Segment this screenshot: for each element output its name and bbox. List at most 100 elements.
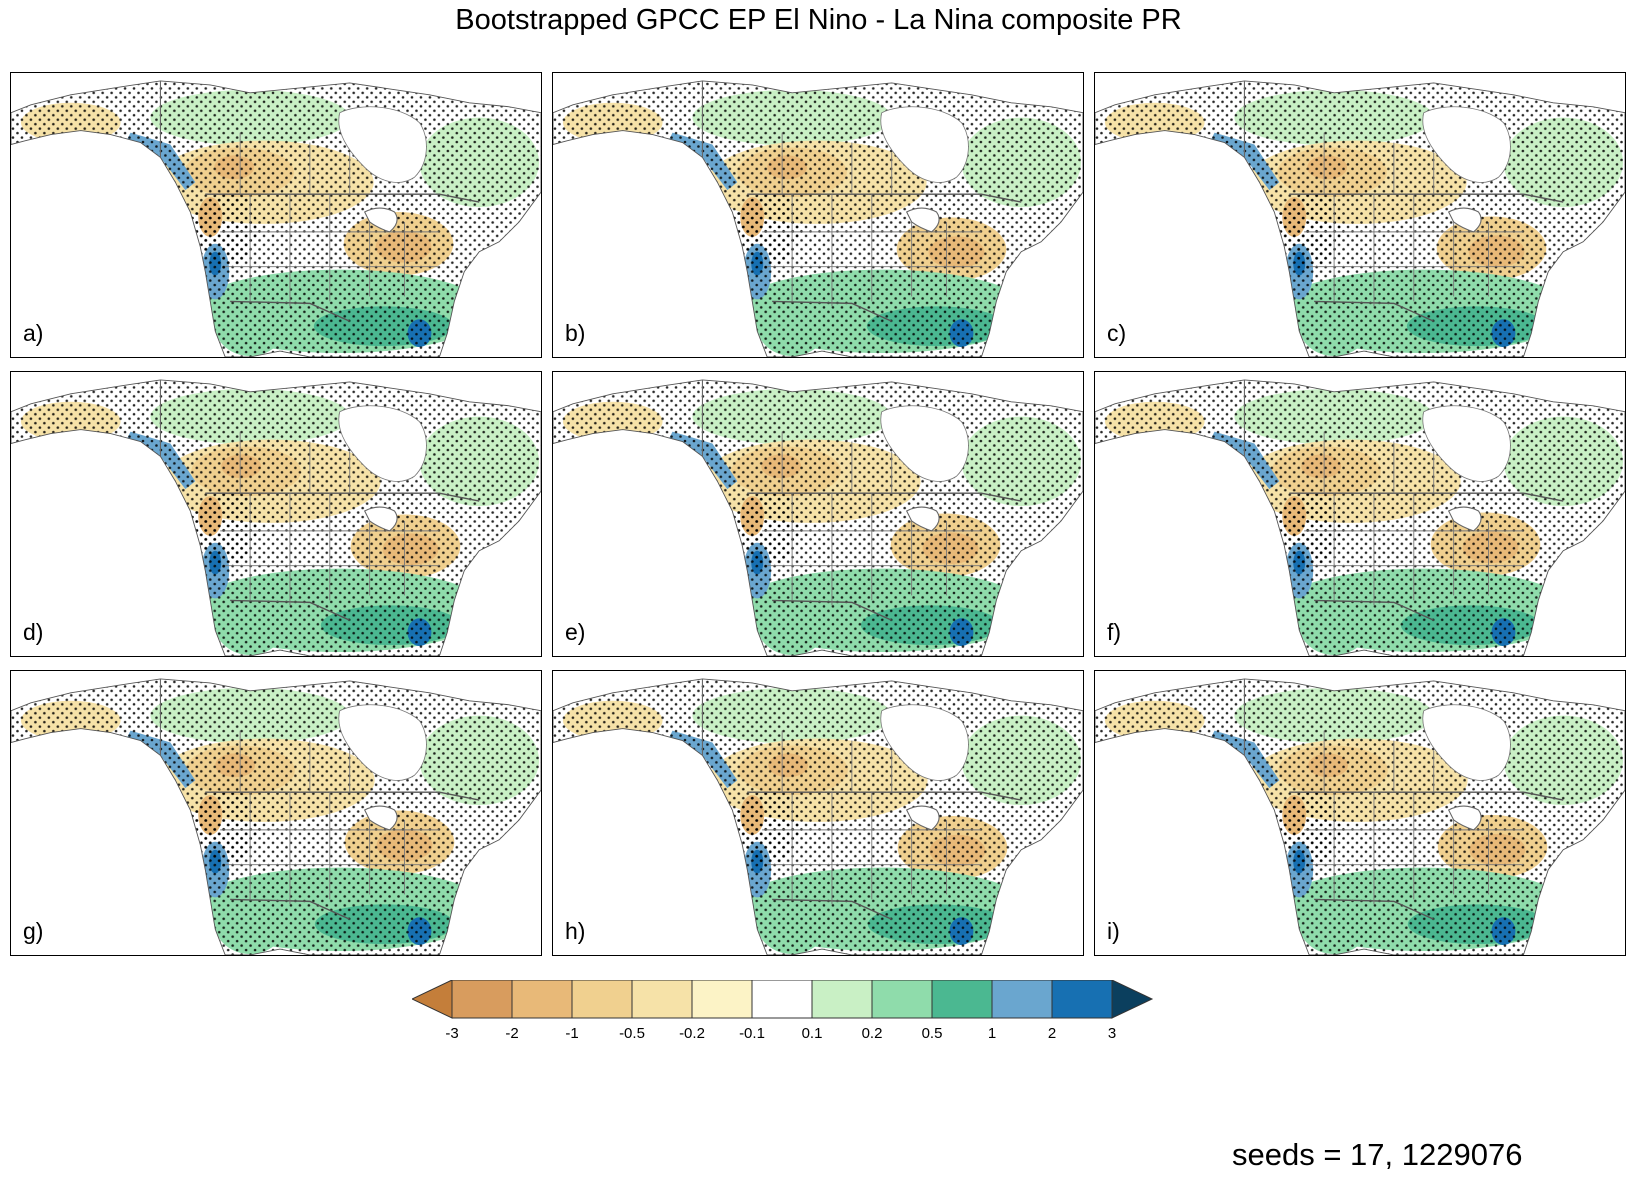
- state-boundaries: [762, 194, 982, 307]
- colorbar-tick-label: -0.1: [739, 1025, 765, 1042]
- state-boundaries: [220, 493, 440, 606]
- province-boundaries: [1323, 132, 1435, 195]
- colorbar-box: [511, 980, 573, 1019]
- map-panel: c): [1094, 72, 1626, 358]
- state-boundaries: [762, 792, 982, 905]
- significance-stipple: [1095, 379, 1625, 656]
- colorbar-box: [811, 980, 873, 1019]
- significance-stipple: [1095, 80, 1625, 357]
- precip-map: [11, 678, 541, 955]
- us-mexico-border: [1314, 300, 1435, 322]
- us-mexico-border: [230, 300, 351, 322]
- colorbar-tick-label: 1: [988, 1025, 996, 1042]
- coastline: [1095, 379, 1625, 656]
- us-canada-border: [205, 193, 480, 203]
- precip-map: [11, 80, 541, 357]
- colorbar-left-arrow: [412, 980, 453, 1019]
- hudson-bay: [1422, 405, 1511, 482]
- colorbar-box: [991, 980, 1053, 1019]
- colorbar-tick-label: -3: [445, 1025, 458, 1042]
- province-boundaries: [781, 730, 893, 793]
- hudson-bay: [338, 405, 427, 482]
- panel-label: b): [565, 320, 586, 346]
- precip-map: [553, 379, 1083, 656]
- colorbar-box: [751, 980, 813, 1019]
- panel-label: d): [23, 619, 44, 645]
- colorbar-box: [691, 980, 753, 1019]
- us-canada-border: [747, 791, 1022, 801]
- map-panel: f): [1094, 371, 1626, 657]
- great-lakes: [1447, 805, 1482, 831]
- us-canada-border: [1289, 193, 1564, 203]
- panel-label: g): [23, 918, 44, 944]
- panel-label: e): [565, 619, 586, 645]
- panel-label: c): [1107, 320, 1127, 346]
- colorbar-tick-label: -0.2: [679, 1025, 705, 1042]
- us-mexico-border: [772, 898, 893, 920]
- great-lakes: [905, 506, 940, 532]
- coastline: [553, 80, 1083, 357]
- us-canada-border: [747, 492, 1022, 502]
- hudson-bay: [880, 405, 969, 482]
- state-boundaries: [220, 194, 440, 307]
- colorbar-box: [931, 980, 993, 1019]
- colorbar-box: [451, 980, 513, 1019]
- hudson-bay: [1422, 704, 1511, 781]
- great-lakes: [905, 805, 940, 831]
- coastline: [553, 379, 1083, 656]
- hudson-bay: [880, 704, 969, 781]
- us-mexico-border: [230, 898, 351, 920]
- province-boundaries: [781, 431, 893, 494]
- colorbar-tick-label: 2: [1048, 1025, 1056, 1042]
- coastline: [1095, 678, 1625, 955]
- great-lakes: [363, 506, 398, 532]
- seeds-label: seeds = 17, 1229076: [1232, 1137, 1523, 1172]
- state-boundaries: [1304, 493, 1524, 606]
- colorbar-right-arrow: [1111, 980, 1154, 1019]
- panel-label: i): [1107, 918, 1120, 944]
- colorbar-box: [1051, 980, 1113, 1019]
- state-boundaries: [1304, 194, 1524, 307]
- significance-stipple: [11, 678, 541, 955]
- colorbar-tick-label: 0.1: [802, 1025, 823, 1042]
- hudson-bay: [1422, 106, 1511, 183]
- us-canada-border: [205, 492, 480, 502]
- us-canada-border: [205, 791, 480, 801]
- state-boundaries: [1304, 792, 1524, 905]
- coastline: [553, 678, 1083, 955]
- great-lakes: [1447, 506, 1482, 532]
- us-canada-border: [1289, 492, 1564, 502]
- province-boundaries: [781, 132, 893, 195]
- great-lakes: [1447, 207, 1482, 233]
- map-panel: d): [10, 371, 542, 657]
- panel-label: a): [23, 320, 44, 346]
- coastline: [11, 80, 541, 357]
- colorbar-tick-label: -0.5: [619, 1025, 645, 1042]
- us-canada-border: [747, 193, 1022, 203]
- precip-map: [1095, 80, 1625, 357]
- great-lakes: [363, 207, 398, 233]
- us-mexico-border: [772, 599, 893, 621]
- significance-stipple: [553, 379, 1083, 656]
- significance-stipple: [1095, 678, 1625, 955]
- significance-stipple: [11, 379, 541, 656]
- precip-map: [553, 80, 1083, 357]
- colorbar-box: [571, 980, 633, 1019]
- colorbar-tick-label: -1: [565, 1025, 578, 1042]
- coastline: [11, 678, 541, 955]
- significance-stipple: [553, 80, 1083, 357]
- colorbar-box: [871, 980, 933, 1019]
- colorbar-tick-label: 3: [1108, 1025, 1116, 1042]
- hudson-bay: [880, 106, 969, 183]
- province-boundaries: [239, 730, 351, 793]
- province-boundaries: [1323, 431, 1435, 494]
- coastline: [11, 379, 541, 656]
- coastline: [1095, 80, 1625, 357]
- us-mexico-border: [1314, 599, 1435, 621]
- us-mexico-border: [772, 300, 893, 322]
- colorbar: -3 -2 -1 -0.5 -0.2 -0.1 0.1 0.2 0.5 1 2 3: [412, 980, 1154, 1042]
- hudson-bay: [338, 106, 427, 183]
- us-mexico-border: [1314, 898, 1435, 920]
- significance-stipple: [553, 678, 1083, 955]
- panel-label: f): [1107, 619, 1122, 645]
